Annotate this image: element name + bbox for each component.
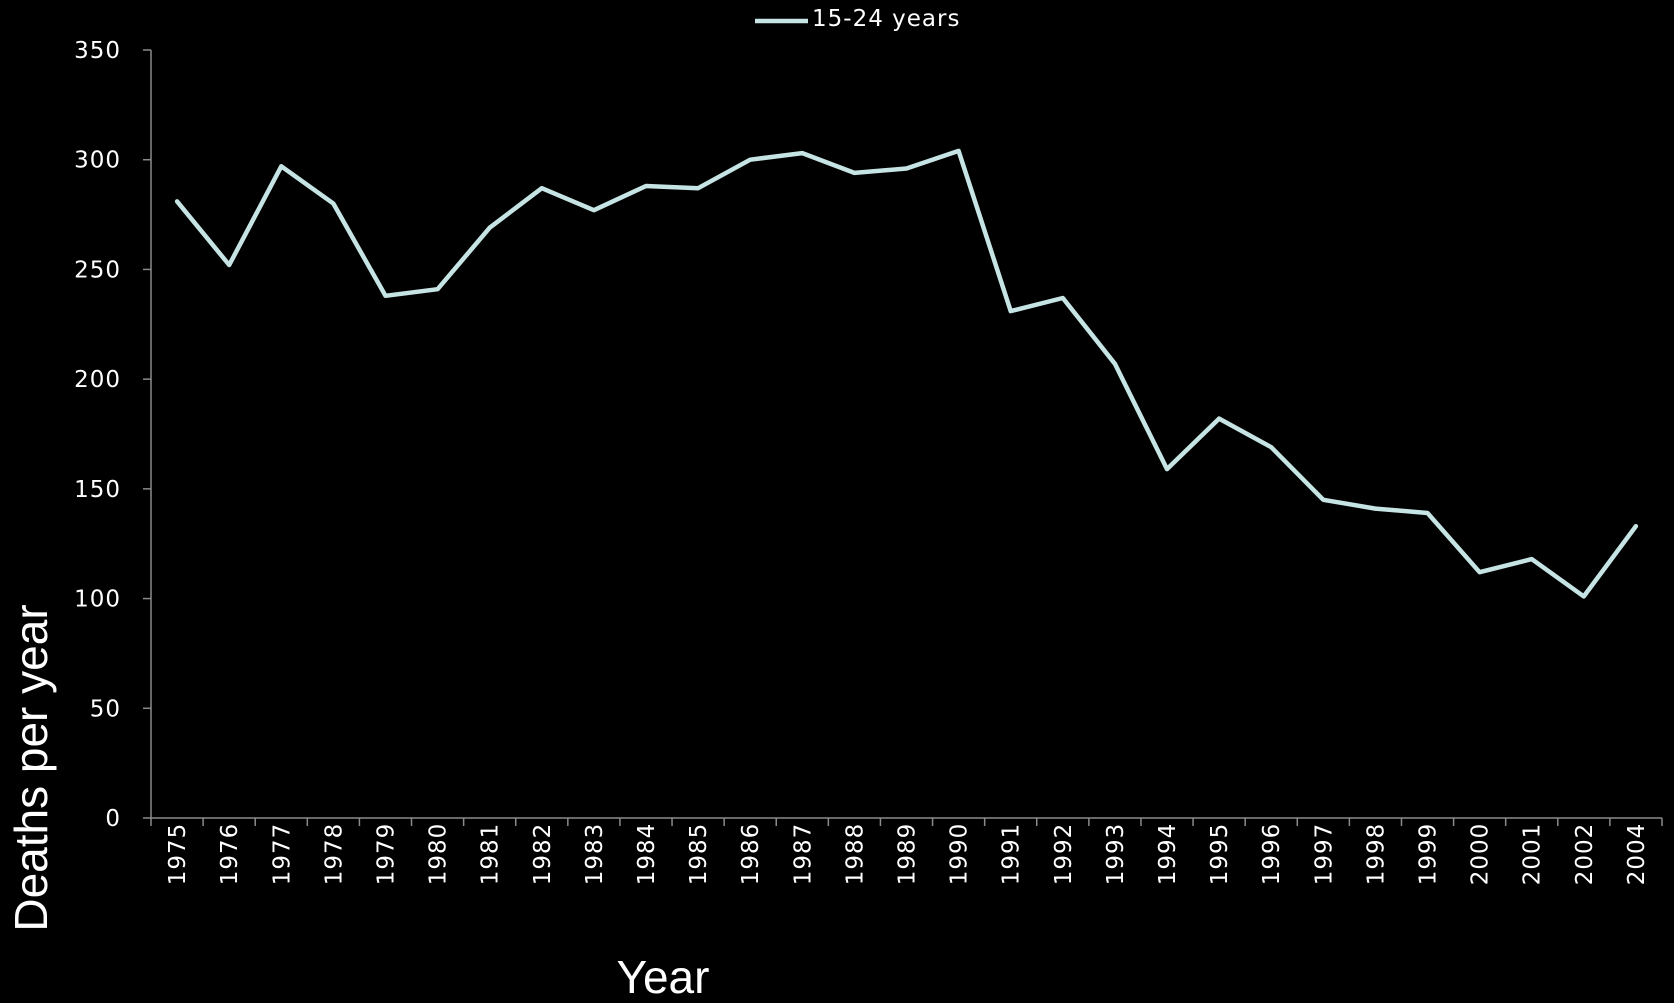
y-tick-label: 0 xyxy=(105,806,121,832)
x-tick-label: 1983 xyxy=(582,823,608,886)
y-tick-label: 100 xyxy=(74,587,121,613)
x-tick-label: 2004 xyxy=(1624,823,1650,886)
x-ticks: 1975 1976 1977 1978 1979 1980 1981 1982 1983 1984… xyxy=(150,818,1663,886)
x-tick-label: 1996 xyxy=(1259,823,1285,886)
x-tick-label: 1985 xyxy=(686,823,712,886)
x-tick-label: 1997 xyxy=(1311,823,1337,886)
x-tick-label: 2001 xyxy=(1520,823,1546,886)
x-tick-label: 1975 xyxy=(165,823,191,886)
x-tick-label: 1990 xyxy=(947,823,973,886)
x-tick-label: 2002 xyxy=(1572,823,1598,886)
x-tick-label: 1987 xyxy=(790,823,816,886)
series-line xyxy=(174,148,1639,599)
x-tick-label: 1993 xyxy=(1103,823,1129,886)
x-tick-label: 2000 xyxy=(1468,823,1494,886)
x-tick-label: 1998 xyxy=(1363,823,1389,886)
x-tick-label: 1992 xyxy=(1051,823,1077,886)
x-tick-label: 1984 xyxy=(634,823,660,886)
x-tick-label: 1977 xyxy=(269,823,295,886)
x-tick-label: 1976 xyxy=(217,823,243,886)
x-tick-label: 1989 xyxy=(895,823,921,886)
x-tick-label: 1982 xyxy=(530,823,556,886)
x-tick-label: 1994 xyxy=(1155,823,1181,886)
x-tick-label: 1991 xyxy=(999,823,1025,886)
axes xyxy=(150,50,1662,819)
y-tick-label: 50 xyxy=(90,696,121,722)
x-tick-label: 1980 xyxy=(426,823,452,886)
x-tick-label: 1978 xyxy=(321,823,347,886)
y-tick-label: 250 xyxy=(74,257,121,283)
x-tick-label: 1988 xyxy=(842,823,868,886)
x-tick-label: 1981 xyxy=(478,823,504,886)
x-axis-title: Year xyxy=(617,951,710,1003)
x-tick-label: 1995 xyxy=(1207,823,1233,886)
y-tick-label: 150 xyxy=(74,477,121,503)
x-tick-label: 1999 xyxy=(1416,823,1442,886)
x-tick-label: 1979 xyxy=(373,823,399,886)
y-tick-label: 200 xyxy=(74,367,121,393)
x-tick-label: 1986 xyxy=(738,823,764,886)
y-tick-label: 300 xyxy=(74,148,121,174)
legend-label: 15-24 years xyxy=(812,6,960,32)
legend: 15-24 years xyxy=(755,6,960,32)
y-axis-title: Deaths per year xyxy=(5,604,57,931)
y-tick-label: 350 xyxy=(74,38,121,64)
y-ticks: 0 50 100 150 200 250 300 350 xyxy=(74,38,151,832)
